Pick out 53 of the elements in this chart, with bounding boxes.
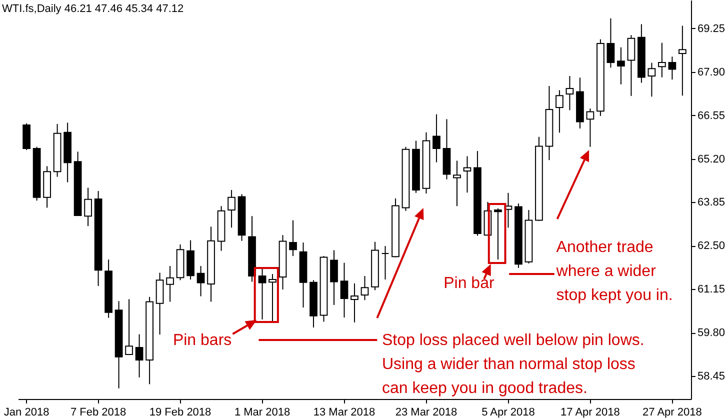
annotation: Pin bar xyxy=(444,275,495,292)
y-tick-label: 67.90 xyxy=(698,66,726,78)
candlestick xyxy=(556,90,564,134)
candlestick xyxy=(22,122,30,151)
candlestick xyxy=(494,208,502,260)
candlestick xyxy=(84,187,92,227)
candlestick xyxy=(156,272,164,336)
x-tick-label: 17 Apr 2018 xyxy=(560,406,620,418)
x-tick-label: 1 Mar 2018 xyxy=(234,406,290,418)
candlestick xyxy=(135,334,144,378)
candlestick xyxy=(606,18,615,68)
x-tick-label: 23 Mar 2018 xyxy=(395,406,458,418)
candlestick xyxy=(125,298,133,356)
candlestick xyxy=(668,56,676,80)
y-tick-label: 63.85 xyxy=(698,196,726,209)
y-tick-label: 58.45 xyxy=(698,370,726,383)
y-tick-label: 69.25 xyxy=(698,22,726,35)
y-tick-label: 59.80 xyxy=(698,327,726,340)
candlestick xyxy=(627,34,636,96)
y-tick-label: 66.55 xyxy=(698,110,726,122)
x-tick-label: 7 Feb 2018 xyxy=(70,406,126,418)
y-tick-label: 62.50 xyxy=(698,240,726,252)
candlestick xyxy=(166,266,174,302)
x-tick-label: 27 Apr 2018 xyxy=(642,406,702,418)
candlestick xyxy=(586,108,594,148)
candlestick xyxy=(289,220,297,257)
candlestick xyxy=(258,268,266,320)
candlestick xyxy=(432,114,440,163)
candlestick xyxy=(340,262,348,318)
candlestick xyxy=(330,250,338,306)
chart-title: WTI.fs,Daily 46.21 47.46 45.34 47.12 xyxy=(2,3,184,15)
y-tick-label: 61.15 xyxy=(698,284,726,296)
candlestick xyxy=(566,76,574,111)
candlestick xyxy=(196,266,205,297)
x-tick-label: Jan 2018 xyxy=(4,406,50,418)
candlestick xyxy=(678,25,686,96)
candlestick xyxy=(360,275,369,301)
annotation: Stop loss placed well below pin lows. Using a wider than normal stop loss can keep you in good trades. xyxy=(382,332,644,397)
candlestick xyxy=(350,282,358,323)
y-tick-label: 65.20 xyxy=(698,153,726,166)
candlestick xyxy=(648,62,656,98)
annotation: Pin bars xyxy=(172,332,232,349)
candlestick xyxy=(658,42,666,78)
x-tick-label: 13 Mar 2018 xyxy=(313,406,376,418)
candlestick xyxy=(268,274,276,322)
annotation: Another trade where a wider stop kept you in. xyxy=(555,239,673,304)
candlestick xyxy=(617,46,625,85)
x-tick-label: 5 Apr 2018 xyxy=(482,406,535,418)
x-tick-label: 19 Feb 2018 xyxy=(149,406,212,418)
candlestick xyxy=(381,246,390,280)
candlestick xyxy=(463,156,472,194)
candlestick xyxy=(228,190,236,228)
candlestick xyxy=(453,160,461,207)
